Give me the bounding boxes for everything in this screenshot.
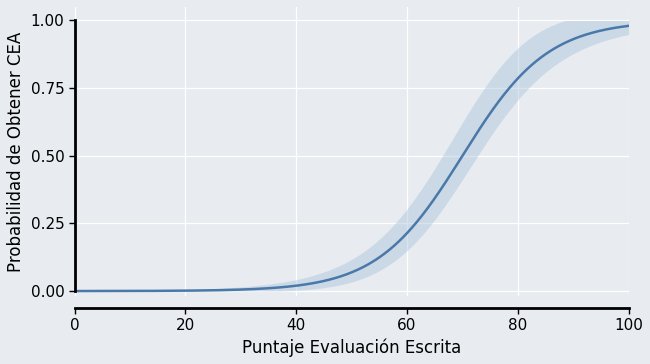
X-axis label: Puntaje Evaluación Escrita: Puntaje Evaluación Escrita <box>242 339 462 357</box>
Y-axis label: Probabilidad de Obtener CEA: Probabilidad de Obtener CEA <box>7 32 25 272</box>
